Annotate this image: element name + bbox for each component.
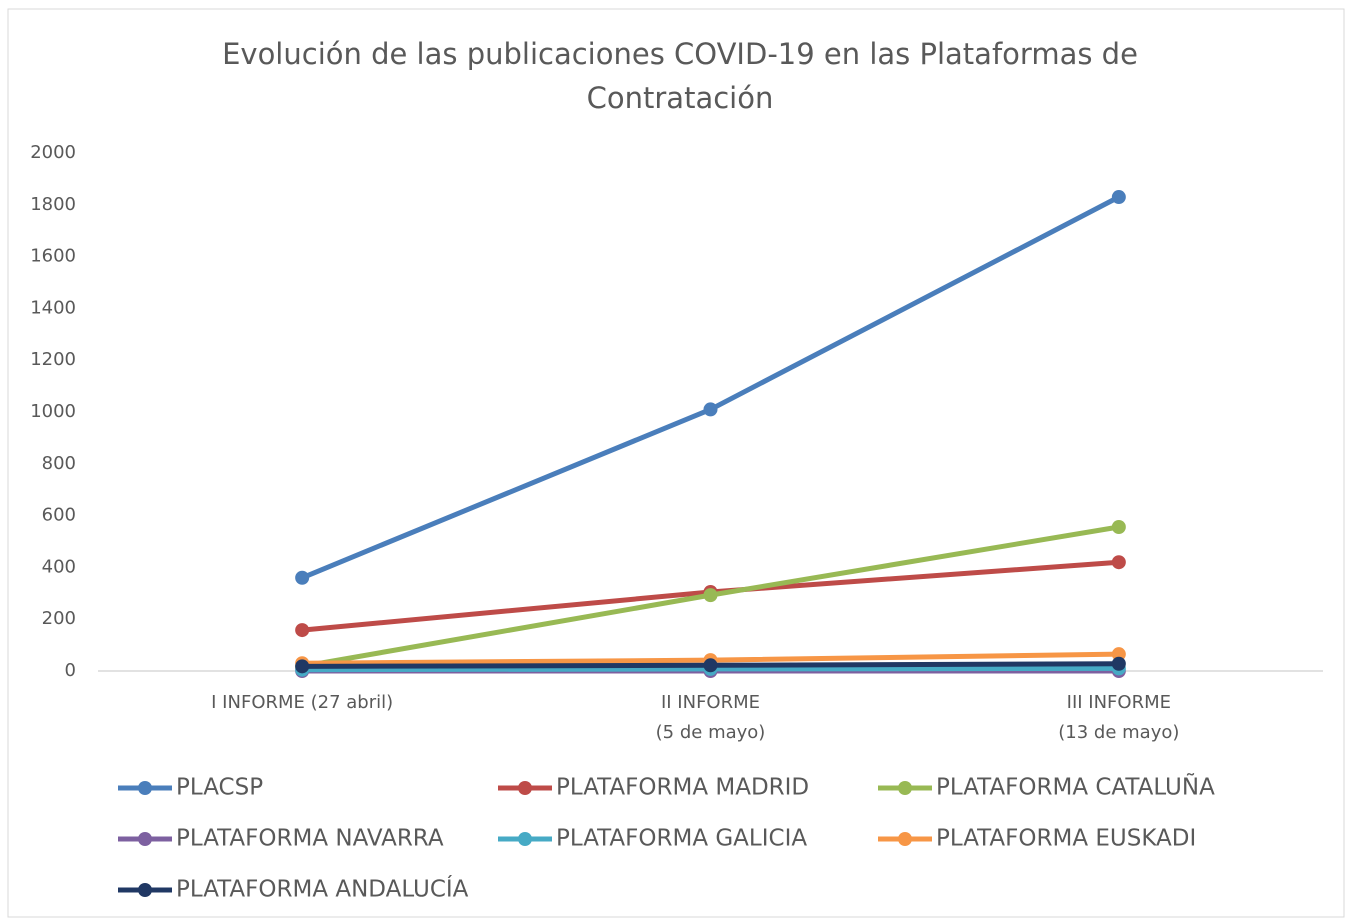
legend-marker	[138, 832, 152, 846]
data-point	[1111, 190, 1126, 205]
y-tick-label: 600	[42, 505, 76, 526]
data-point	[1111, 555, 1126, 570]
legend-label: PLATAFORMA ANDALUCÍA	[176, 875, 469, 903]
x-tick-label: III INFORME (13 de mayo)	[1058, 692, 1179, 743]
legend-marker	[898, 832, 912, 846]
data-point	[295, 570, 310, 585]
y-tick-label: 200	[42, 608, 76, 629]
chart-title: Evolución de las publicaciones COVID-19 …	[222, 37, 1138, 115]
y-tick-label: 1200	[30, 349, 76, 370]
y-tick-label: 1600	[30, 246, 76, 267]
data-point	[295, 623, 310, 638]
y-tick-label: 1400	[30, 297, 76, 318]
y-tick-label: 1800	[30, 194, 76, 215]
data-point	[703, 658, 718, 673]
x-tick-label: II INFORME (5 de mayo)	[656, 692, 766, 743]
y-tick-label: 400	[42, 556, 76, 577]
legend-marker	[898, 781, 912, 795]
legend-marker	[138, 781, 152, 795]
y-tick-label: 800	[42, 453, 76, 474]
legend-label: PLATAFORMA GALICIA	[556, 826, 807, 852]
legend-label: PLACSP	[176, 775, 263, 801]
data-point	[1111, 656, 1126, 671]
chart-border	[7, 8, 1345, 918]
legend-marker	[138, 883, 152, 897]
x-tick-label: I INFORME (27 abril)	[211, 692, 393, 713]
data-point	[703, 588, 718, 603]
legend-label: PLATAFORMA EUSKADI	[936, 826, 1196, 852]
data-point	[703, 402, 718, 417]
data-point	[1111, 519, 1126, 534]
legend-label: PLATAFORMA NAVARRA	[176, 826, 444, 852]
legend-marker	[518, 832, 532, 846]
y-tick-label: 1000	[30, 401, 76, 422]
legend-marker	[518, 781, 532, 795]
legend-label: PLATAFORMA MADRID	[556, 775, 809, 801]
y-tick-label: 0	[65, 660, 76, 681]
data-point	[1111, 647, 1126, 662]
data-point	[295, 659, 310, 674]
y-tick-label: 2000	[30, 142, 76, 163]
legend-label: PLATAFORMA CATALUÑA	[936, 773, 1215, 801]
